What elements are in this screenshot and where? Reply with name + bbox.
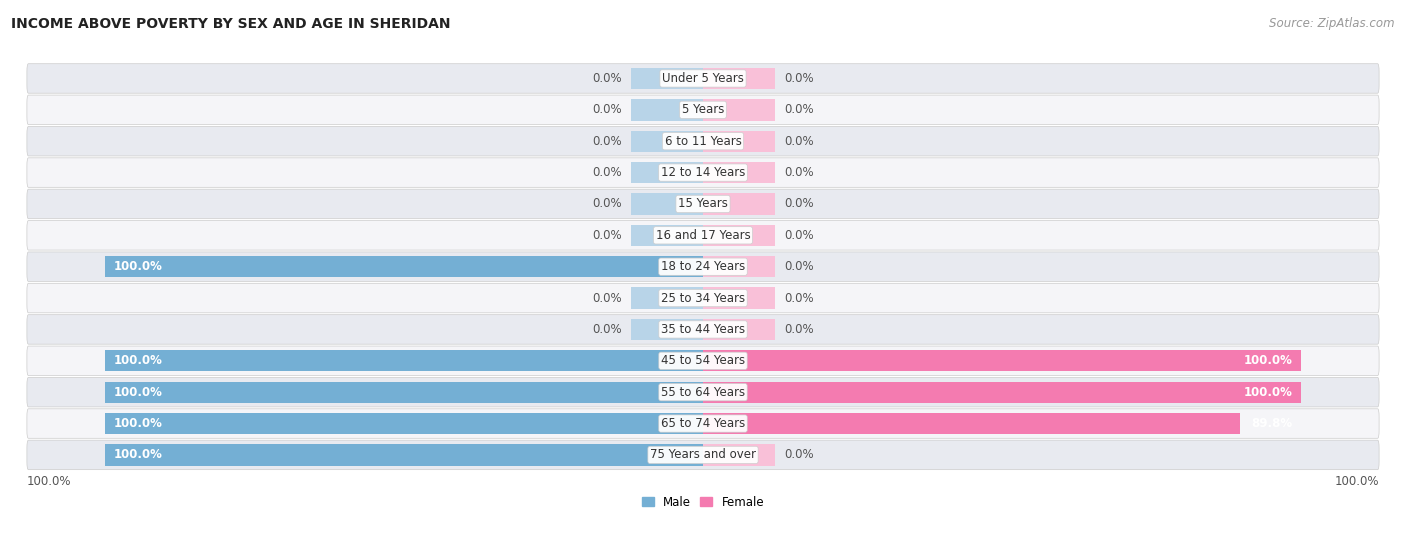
Bar	[703, 193, 775, 215]
Text: 0.0%: 0.0%	[783, 260, 814, 273]
Text: 100.0%: 100.0%	[114, 449, 163, 461]
FancyBboxPatch shape	[27, 64, 1379, 93]
Text: 100.0%: 100.0%	[27, 475, 72, 488]
FancyBboxPatch shape	[27, 158, 1379, 187]
Text: 0.0%: 0.0%	[592, 134, 623, 148]
Text: 100.0%: 100.0%	[1334, 475, 1379, 488]
Text: 16 and 17 Years: 16 and 17 Years	[655, 229, 751, 242]
Text: 0.0%: 0.0%	[783, 166, 814, 179]
FancyBboxPatch shape	[27, 189, 1379, 219]
FancyBboxPatch shape	[27, 440, 1379, 470]
Text: 0.0%: 0.0%	[783, 229, 814, 242]
Bar	[703, 225, 775, 246]
Text: 89.8%: 89.8%	[1251, 417, 1292, 430]
Text: 0.0%: 0.0%	[783, 72, 814, 85]
Text: 0.0%: 0.0%	[783, 103, 814, 116]
Text: 0.0%: 0.0%	[783, 449, 814, 461]
Text: 100.0%: 100.0%	[114, 260, 163, 273]
Text: 0.0%: 0.0%	[783, 323, 814, 336]
Text: 100.0%: 100.0%	[114, 386, 163, 398]
Text: 0.0%: 0.0%	[592, 229, 623, 242]
Bar	[104, 413, 703, 434]
Bar	[631, 193, 703, 215]
Text: 18 to 24 Years: 18 to 24 Years	[661, 260, 745, 273]
Bar	[104, 382, 703, 403]
Bar	[703, 131, 775, 152]
FancyBboxPatch shape	[27, 409, 1379, 438]
Text: 0.0%: 0.0%	[592, 103, 623, 116]
Bar	[703, 350, 1302, 372]
Text: 100.0%: 100.0%	[1243, 354, 1292, 367]
FancyBboxPatch shape	[27, 315, 1379, 344]
Text: 0.0%: 0.0%	[592, 72, 623, 85]
Bar	[631, 319, 703, 340]
Text: 100.0%: 100.0%	[114, 354, 163, 367]
Text: 25 to 34 Years: 25 to 34 Years	[661, 292, 745, 305]
Bar	[703, 162, 775, 183]
Text: 12 to 14 Years: 12 to 14 Years	[661, 166, 745, 179]
Bar	[703, 319, 775, 340]
Bar	[104, 256, 703, 277]
Bar	[703, 413, 1240, 434]
Bar	[104, 350, 703, 372]
FancyBboxPatch shape	[27, 283, 1379, 313]
Text: 100.0%: 100.0%	[114, 417, 163, 430]
Bar	[631, 162, 703, 183]
Bar	[703, 444, 775, 465]
Bar	[631, 225, 703, 246]
Bar	[104, 444, 703, 465]
FancyBboxPatch shape	[27, 346, 1379, 376]
Text: 0.0%: 0.0%	[783, 292, 814, 305]
Bar	[631, 287, 703, 309]
Legend: Male, Female: Male, Female	[637, 491, 769, 513]
Text: 5 Years: 5 Years	[682, 103, 724, 116]
Text: 100.0%: 100.0%	[1243, 386, 1292, 398]
Bar	[703, 287, 775, 309]
Bar	[703, 256, 775, 277]
Text: 0.0%: 0.0%	[592, 166, 623, 179]
Text: 75 Years and over: 75 Years and over	[650, 449, 756, 461]
Text: 65 to 74 Years: 65 to 74 Years	[661, 417, 745, 430]
Text: 35 to 44 Years: 35 to 44 Years	[661, 323, 745, 336]
Text: 0.0%: 0.0%	[592, 198, 623, 210]
FancyBboxPatch shape	[27, 220, 1379, 250]
Bar	[631, 99, 703, 121]
Text: 55 to 64 Years: 55 to 64 Years	[661, 386, 745, 398]
Bar	[631, 68, 703, 89]
FancyBboxPatch shape	[27, 95, 1379, 124]
Text: Source: ZipAtlas.com: Source: ZipAtlas.com	[1270, 17, 1395, 30]
Bar	[703, 68, 775, 89]
Text: 45 to 54 Years: 45 to 54 Years	[661, 354, 745, 367]
Text: INCOME ABOVE POVERTY BY SEX AND AGE IN SHERIDAN: INCOME ABOVE POVERTY BY SEX AND AGE IN S…	[11, 17, 451, 31]
Bar	[703, 382, 1302, 403]
Text: 0.0%: 0.0%	[592, 323, 623, 336]
Bar	[703, 99, 775, 121]
Text: 0.0%: 0.0%	[783, 134, 814, 148]
Text: 15 Years: 15 Years	[678, 198, 728, 210]
FancyBboxPatch shape	[27, 252, 1379, 281]
Text: Under 5 Years: Under 5 Years	[662, 72, 744, 85]
Bar	[631, 131, 703, 152]
FancyBboxPatch shape	[27, 377, 1379, 407]
Text: 6 to 11 Years: 6 to 11 Years	[665, 134, 741, 148]
FancyBboxPatch shape	[27, 127, 1379, 156]
Text: 0.0%: 0.0%	[783, 198, 814, 210]
Text: 0.0%: 0.0%	[592, 292, 623, 305]
